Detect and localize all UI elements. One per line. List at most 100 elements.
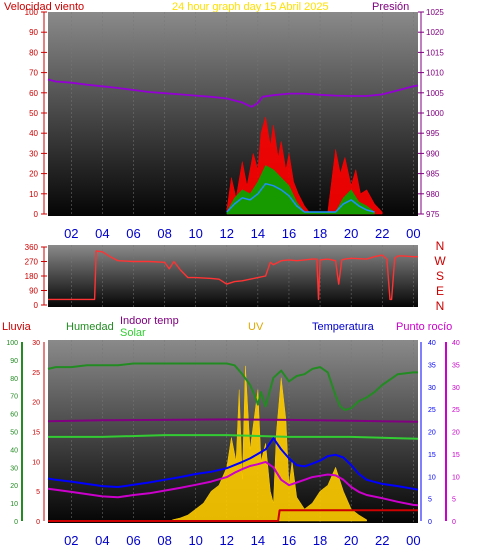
dewpoint-tick-label: 25 xyxy=(452,407,460,414)
series-temperature xyxy=(47,437,419,491)
humidity-tick-label: 10 xyxy=(10,501,18,508)
compass-label: S xyxy=(436,269,444,283)
uv-tick-label: 30 xyxy=(32,340,40,347)
wind-tick-label: 40 xyxy=(29,129,38,138)
dewpoint-tick-label: 35 xyxy=(452,362,460,369)
direction-tick-label: 90 xyxy=(29,287,38,296)
panel3-hour-labels: 02 04 06 08 10 12 14 16 18 20 22 00 xyxy=(64,533,420,548)
pressure-tick-label: 1010 xyxy=(426,69,444,78)
humidity-tick-label: 80 xyxy=(10,376,18,383)
temperature-tick-label: 40 xyxy=(428,340,436,347)
humidity-tick-label: 50 xyxy=(10,430,18,437)
hour-label: 04 xyxy=(95,226,109,241)
pressure-tick-label: 985 xyxy=(426,170,440,179)
hour-label: 06 xyxy=(126,226,140,241)
direction-tick-label: 0 xyxy=(34,301,39,310)
panel1-series xyxy=(47,78,419,215)
pressure-tick-label: 1015 xyxy=(426,48,444,57)
temperature-tick-label: 0 xyxy=(428,519,432,526)
hour-label: 10 xyxy=(188,533,202,548)
legend-rocio: Punto rocío xyxy=(396,321,452,333)
legend-temperatura: Temperatura xyxy=(312,321,375,333)
uv-tick-label: 25 xyxy=(32,370,40,377)
hour-label: 18 xyxy=(313,226,327,241)
temperature-tick-label: 15 xyxy=(428,452,436,459)
compass-label: W xyxy=(434,254,446,268)
series-wind-direction xyxy=(48,250,418,301)
hour-label: 16 xyxy=(282,226,296,241)
uv-tick-label: 20 xyxy=(32,400,40,407)
panel2-series xyxy=(48,250,418,301)
panel3-axes: 0 10 20 30 40 50 60 70 80 90 100 0 5 10 15 20 25 30 0 0 5 5 10… xyxy=(6,340,460,526)
pressure-tick-label: 1025 xyxy=(426,8,444,17)
series-wind-average xyxy=(226,182,375,213)
direction-tick-label: 270 xyxy=(25,258,39,267)
dewpoint-tick-label: 20 xyxy=(452,430,460,437)
hour-label: 00 xyxy=(406,533,420,548)
hour-label: 12 xyxy=(220,226,234,241)
panel1-right-axis: 975 980 985 990 995 1000 1005 1010 1015 1020 1025 xyxy=(418,8,444,219)
dewpoint-tick-label: 15 xyxy=(452,452,460,459)
wind-tick-label: 100 xyxy=(25,8,39,17)
header-left: Velocidad viento xyxy=(4,1,84,13)
temperature-tick-label: 20 xyxy=(428,430,436,437)
legend-lluvia: Lluvia xyxy=(2,321,32,333)
wind-tick-label: 70 xyxy=(29,69,38,78)
hour-label: 22 xyxy=(375,226,389,241)
humidity-tick-label: 90 xyxy=(10,358,18,365)
hour-label: 06 xyxy=(126,533,140,548)
humidity-tick-label: 20 xyxy=(10,483,18,490)
hour-label: 16 xyxy=(282,533,296,548)
hour-label: 14 xyxy=(251,533,265,548)
hour-label: 18 xyxy=(313,533,327,548)
panel1-hour-labels: 02 04 06 08 10 12 14 16 18 20 22 00 xyxy=(64,226,420,241)
series-humidity xyxy=(47,362,418,411)
panel2-plot xyxy=(48,245,418,307)
panel1-grid xyxy=(71,12,414,216)
humidity-tick-label: 60 xyxy=(10,412,18,419)
panel2-left-axis: 0 90 180 270 360 xyxy=(25,243,47,310)
humidity-tick-label: 70 xyxy=(10,394,18,401)
pressure-tick-label: 975 xyxy=(426,210,440,219)
dewpoint-tick-label: 5 xyxy=(452,497,456,504)
wind-tick-label: 0 xyxy=(34,210,39,219)
temperature-tick-label: 30 xyxy=(428,385,436,392)
series-solar xyxy=(48,434,419,440)
series-pressure xyxy=(47,78,419,108)
legend-solar: Solar xyxy=(120,327,146,339)
humidity-tick-label: 30 xyxy=(10,465,18,472)
pressure-tick-label: 980 xyxy=(426,190,440,199)
wind-tick-label: 50 xyxy=(29,109,38,118)
wind-tick-label: 20 xyxy=(29,170,38,179)
temperature-tick-label: 35 xyxy=(428,362,436,369)
panel1-left-axis: 0 10 20 30 40 50 60 70 80 90 100 xyxy=(25,8,47,219)
temperature-tick-label: 5 xyxy=(428,497,432,504)
direction-tick-label: 360 xyxy=(25,243,39,252)
pressure-tick-label: 1005 xyxy=(426,89,444,98)
hour-label: 04 xyxy=(95,533,109,548)
dewpoint-tick-label: 10 xyxy=(452,474,460,481)
wind-tick-label: 30 xyxy=(29,149,38,158)
series-rain xyxy=(48,509,418,522)
series-indoor-temp xyxy=(47,418,419,423)
header-center: 24 hour graph day 15 Abril 2025 xyxy=(172,1,329,13)
pressure-tick-label: 995 xyxy=(426,129,440,138)
uv-tick-label: 10 xyxy=(32,459,40,466)
compass-label: N xyxy=(436,239,445,253)
humidity-tick-label: 0 xyxy=(14,519,18,526)
hour-label: 12 xyxy=(220,533,234,548)
humidity-tick-label: 100 xyxy=(6,340,18,347)
hour-label: 20 xyxy=(344,533,358,548)
series-wind-speed xyxy=(226,165,375,215)
wind-tick-label: 10 xyxy=(29,190,38,199)
dewpoint-tick-label: 30 xyxy=(452,385,460,392)
hour-label: 08 xyxy=(157,533,171,548)
hour-label: 10 xyxy=(188,226,202,241)
uv-tick-label: 5 xyxy=(36,489,40,496)
hour-label: 14 xyxy=(251,226,265,241)
series-dewpoint xyxy=(47,460,419,507)
dewpoint-tick-label: 0 xyxy=(452,519,456,526)
direction-tick-label: 180 xyxy=(25,272,39,281)
header-right: Presión xyxy=(372,1,409,13)
wind-tick-label: 60 xyxy=(29,89,38,98)
